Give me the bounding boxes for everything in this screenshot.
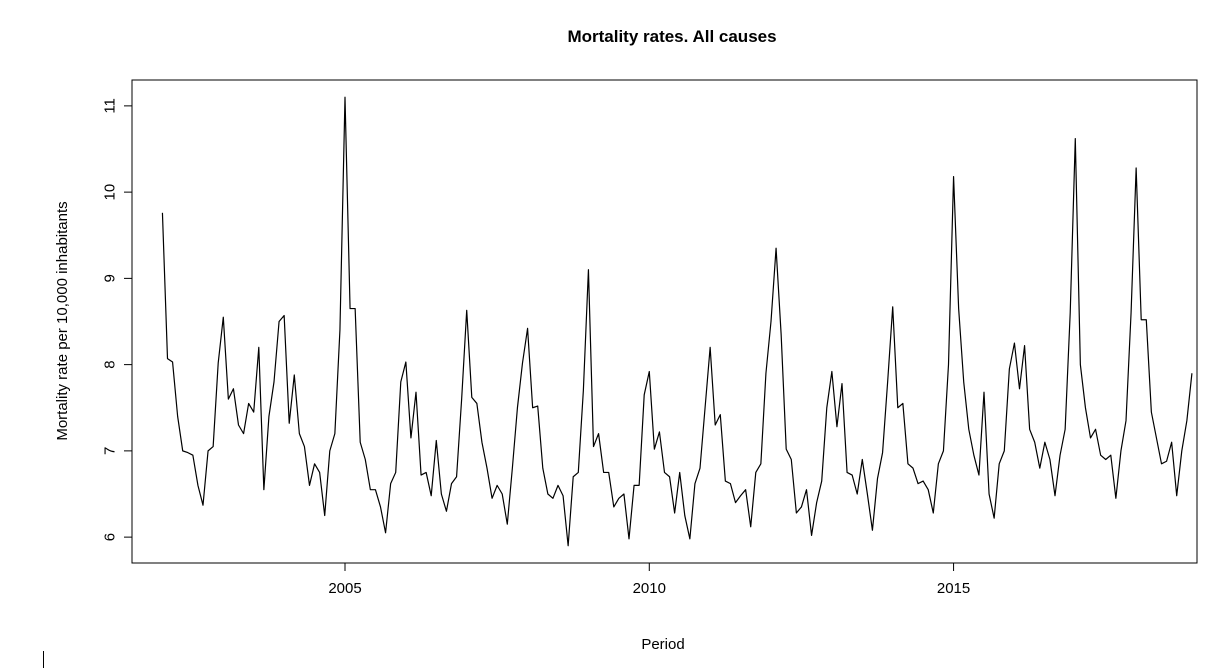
y-tick-label: 11 [102,98,119,114]
x-tick-label: 2005 [328,580,361,597]
text-cursor [43,651,44,668]
x-axis: 2005 2010 2015 [328,563,970,597]
x-axis-label: Period [641,636,684,653]
plot-area-border [131,79,1198,564]
y-tick-label: 8 [102,360,119,368]
series-line [161,96,1193,547]
y-tick-label: 6 [102,533,119,541]
x-tick-label: 2010 [633,580,666,597]
y-tick-label: 9 [102,274,119,282]
x-tick-label: 2015 [937,580,970,597]
y-tick-label: 10 [102,184,119,201]
y-tick-label: 7 [102,447,119,455]
y-axis-label: Mortality rate per 10,000 inhabitants [54,201,71,440]
y-axis: 6 7 8 9 10 11 [102,98,132,541]
chart-title: Mortality rates. All causes [567,27,776,46]
